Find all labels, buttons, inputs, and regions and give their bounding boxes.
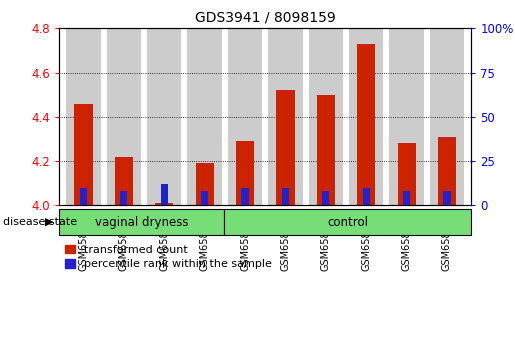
Bar <box>236 141 254 205</box>
Legend: transformed count, percentile rank within the sample: transformed count, percentile rank withi… <box>65 245 271 269</box>
Bar <box>389 28 424 205</box>
Text: disease state: disease state <box>3 217 77 227</box>
Bar <box>155 203 174 205</box>
Bar <box>357 44 375 205</box>
Bar <box>277 90 295 205</box>
Bar <box>66 28 100 205</box>
Bar <box>161 184 168 205</box>
Bar <box>120 191 128 205</box>
Bar <box>322 191 330 205</box>
Text: vaginal dryness: vaginal dryness <box>95 216 188 229</box>
Bar <box>187 28 222 205</box>
Bar <box>147 28 181 205</box>
Bar <box>242 188 249 205</box>
Bar <box>317 95 335 205</box>
Bar <box>224 209 471 235</box>
Bar <box>430 28 464 205</box>
Bar <box>74 104 93 205</box>
Bar <box>398 143 416 205</box>
Bar <box>403 191 410 205</box>
Bar <box>308 28 343 205</box>
Text: ▶: ▶ <box>45 217 53 227</box>
Bar <box>59 209 224 235</box>
Bar <box>228 28 262 205</box>
Bar <box>443 191 451 205</box>
Bar <box>196 163 214 205</box>
Bar <box>438 137 456 205</box>
Bar <box>268 28 303 205</box>
Text: control: control <box>327 216 368 229</box>
Bar <box>201 191 208 205</box>
Bar <box>363 188 370 205</box>
Bar <box>107 28 141 205</box>
Bar <box>349 28 383 205</box>
Bar <box>282 188 289 205</box>
Bar <box>80 188 87 205</box>
Title: GDS3941 / 8098159: GDS3941 / 8098159 <box>195 10 336 24</box>
Bar <box>115 157 133 205</box>
